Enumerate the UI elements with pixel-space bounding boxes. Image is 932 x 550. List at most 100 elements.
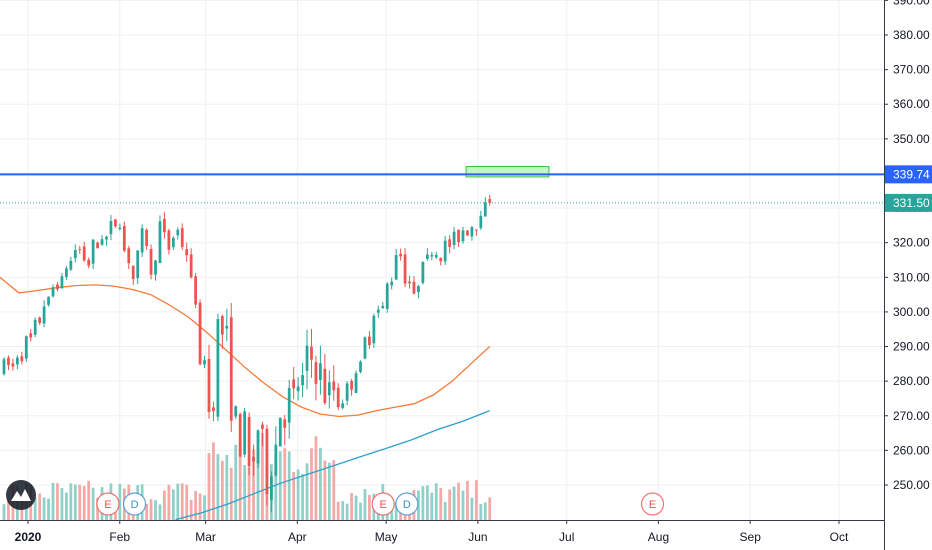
horizontal-line-price-tag[interactable]: 339.74 bbox=[885, 165, 932, 184]
volume-bar bbox=[332, 460, 336, 520]
earnings-badge[interactable]: E bbox=[96, 492, 120, 516]
candle-body bbox=[38, 317, 42, 323]
volume-bar bbox=[470, 497, 474, 520]
badge-label: E bbox=[104, 499, 111, 511]
badge-circle bbox=[640, 492, 665, 516]
candle-body bbox=[403, 254, 407, 284]
y-tick-label: 350.00 bbox=[893, 132, 930, 146]
volume-bar bbox=[314, 436, 318, 520]
candlestick bbox=[229, 302, 233, 432]
candlestick bbox=[252, 444, 255, 476]
candle-body bbox=[261, 424, 264, 429]
volume-bar bbox=[149, 499, 153, 520]
volume-bar bbox=[225, 455, 229, 520]
volume-bar bbox=[479, 504, 483, 520]
price-tag-label: 331.50 bbox=[893, 196, 930, 210]
candlestick bbox=[11, 358, 15, 371]
candlestick bbox=[216, 313, 220, 422]
candlestick bbox=[287, 379, 291, 439]
candlestick bbox=[296, 377, 300, 401]
candle-body bbox=[47, 296, 50, 305]
volume-bar bbox=[163, 490, 166, 520]
candlestick bbox=[363, 336, 367, 360]
volume-bar bbox=[434, 483, 438, 520]
candlestick bbox=[461, 226, 465, 244]
candle-body bbox=[301, 375, 304, 386]
candlestick bbox=[399, 248, 402, 261]
candlestick bbox=[194, 273, 198, 309]
candle-body bbox=[198, 302, 202, 365]
tradingview-logo-icon[interactable] bbox=[6, 480, 36, 510]
candle-body bbox=[163, 218, 166, 233]
candle-body bbox=[105, 236, 108, 240]
earnings-badge[interactable]: E bbox=[640, 492, 665, 516]
candle-body bbox=[323, 368, 327, 403]
candle-body bbox=[33, 319, 37, 335]
volume-bar bbox=[229, 467, 233, 520]
dividend-badge[interactable]: D bbox=[395, 492, 419, 516]
candle-body bbox=[42, 306, 46, 324]
candle-body bbox=[287, 388, 291, 423]
candlestick bbox=[56, 282, 59, 292]
volume-bar bbox=[216, 454, 220, 520]
volume-bar bbox=[457, 482, 460, 520]
candlestick bbox=[292, 367, 296, 400]
rectangle-annotation[interactable] bbox=[465, 166, 550, 178]
candle-body bbox=[488, 199, 492, 203]
candlestick bbox=[457, 229, 460, 247]
volume-bar bbox=[56, 483, 59, 520]
volume-bar bbox=[394, 501, 398, 520]
x-tick-label: Feb bbox=[109, 530, 130, 544]
volume-bar bbox=[247, 467, 251, 520]
badge-label: E bbox=[380, 499, 387, 511]
earnings-badge[interactable]: E bbox=[371, 492, 395, 516]
candle-body bbox=[430, 255, 434, 257]
volume-bar bbox=[319, 447, 322, 520]
candle-body bbox=[434, 255, 438, 258]
x-tick-label: Sep bbox=[740, 530, 762, 544]
candlestick bbox=[261, 421, 264, 447]
candle-body bbox=[354, 373, 358, 393]
candle-body bbox=[20, 356, 24, 362]
candlestick bbox=[189, 248, 193, 279]
volume-bar bbox=[305, 463, 309, 520]
volume-bar bbox=[421, 486, 425, 520]
candlestick bbox=[167, 228, 171, 255]
moving-average-short bbox=[0, 276, 491, 418]
candlestick bbox=[65, 265, 68, 280]
candlestick bbox=[381, 301, 385, 309]
volume-bar bbox=[118, 483, 122, 520]
candlestick bbox=[176, 227, 180, 240]
volume-bar bbox=[417, 490, 420, 520]
candle-body bbox=[283, 419, 287, 428]
dividend-badge[interactable]: D bbox=[122, 492, 147, 516]
volume-bar bbox=[73, 484, 77, 520]
annotations[interactable] bbox=[0, 166, 884, 204]
candle-body bbox=[247, 416, 251, 467]
last-price-tag[interactable]: 331.50 bbox=[885, 193, 932, 212]
candlestick bbox=[105, 235, 108, 246]
candle-body bbox=[390, 281, 394, 286]
candle-body bbox=[368, 336, 371, 345]
chart-grid bbox=[0, 0, 884, 520]
candle-body bbox=[412, 281, 416, 294]
volume-bar bbox=[448, 489, 452, 520]
candle-body bbox=[470, 227, 474, 237]
candlestick bbox=[274, 426, 278, 477]
candlestick bbox=[341, 399, 345, 410]
volume-bar bbox=[51, 482, 55, 520]
candle-body bbox=[417, 285, 420, 293]
candlestick bbox=[443, 235, 447, 265]
tradingview-logo[interactable] bbox=[6, 480, 36, 510]
volume-bar bbox=[38, 493, 42, 520]
candlestick bbox=[488, 194, 492, 206]
candle-body bbox=[131, 265, 135, 280]
candle-body bbox=[314, 362, 318, 384]
candle-body bbox=[466, 230, 469, 236]
candlestick bbox=[434, 251, 438, 259]
candlesticks bbox=[2, 194, 492, 513]
candlestick bbox=[109, 215, 113, 241]
badge-circle bbox=[96, 492, 120, 516]
